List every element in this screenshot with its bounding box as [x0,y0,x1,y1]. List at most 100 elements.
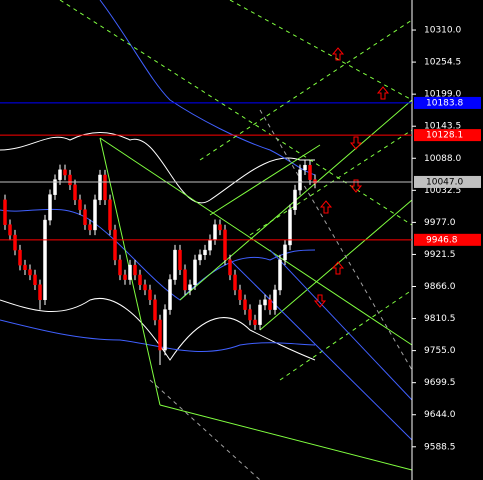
candle-body [113,229,117,261]
up-arrow [331,47,345,61]
channel-line [209,144,321,216]
up-arrow [376,86,390,100]
candle-body [278,259,282,291]
dashed-line [259,109,413,371]
candle-body [143,284,147,291]
y-tick-label: 9699.5 [424,378,456,388]
dashed-line [279,289,413,381]
candle-body [93,199,97,231]
moving-average-upper [99,0,316,176]
candle-body [28,269,32,276]
price-label-box [414,129,481,142]
candle-body [248,309,252,321]
down-arrow [349,136,363,150]
dashed-line [229,0,413,101]
signal-arrows [313,47,390,308]
candle-body [193,259,197,286]
dashed-line [149,379,261,480]
up-arrow [331,261,345,275]
candle-body [68,174,72,186]
candle-body [273,289,277,310]
candle-body [303,164,307,171]
candle-body [253,319,257,325]
candle-body [243,299,247,310]
moving-average-slow [0,319,316,352]
candle-body [263,299,267,306]
y-tick-label: 10199.0 [424,90,461,100]
candle-body [118,259,122,276]
candle-body [178,249,182,270]
candle-body [8,224,12,236]
candle-body [228,259,232,276]
candle-body [293,189,297,210]
band-lower [0,297,316,361]
moving-average [0,208,316,301]
y-tick-label: 10254.5 [424,58,461,68]
band-upper [0,132,315,204]
candle-body [283,244,287,261]
channel-line [229,259,413,441]
candle-body [53,179,57,195]
candle-body [288,209,292,246]
candle-body [198,254,202,261]
candle-body [88,224,92,231]
candle-body [258,304,262,325]
candle-body [213,224,217,240]
candle-body [153,299,157,321]
y-tick-label: 9644.0 [424,410,456,420]
y-tick-label: 9588.5 [424,442,456,452]
down-arrow [349,179,363,193]
dashed-line [199,19,413,161]
y-tick-label: 10143.5 [424,122,461,132]
candle-body [103,174,107,201]
candle-body [83,209,87,225]
y-tick-label: 9977.0 [424,218,456,228]
candle-body [233,274,237,291]
candle-body [33,274,37,286]
y-tick-label: 10088.0 [424,154,461,164]
price-label-box [414,175,481,188]
candle-body [38,284,42,301]
y-tick-label: 10310.0 [424,26,461,36]
candle-body [173,249,177,280]
down-arrow [313,294,327,308]
candle-body [188,284,192,291]
candle-body [268,299,272,310]
price-label-box [414,233,481,246]
price-label: 10128.1 [426,131,463,141]
candle-body [313,179,317,184]
pitchfork-line [159,404,413,471]
candle-body [298,169,302,191]
candle-body [78,199,82,210]
candle-body [223,229,227,261]
candle-body [138,274,142,286]
candle-body [3,199,7,225]
candle-body [128,264,132,280]
price-label: 10183.8 [426,98,463,108]
candle-body [218,224,222,231]
dashed-line [249,129,413,236]
candle-body [63,169,67,176]
candle-body [133,264,137,276]
y-tick-label: 9921.5 [424,250,456,260]
candle-body [58,169,62,180]
y-tick-label: 10032.5 [424,186,461,196]
candle-body [43,219,47,301]
candle-body [148,289,152,301]
candle-body [168,279,172,310]
price-label: 9946.8 [426,235,458,245]
candle-body [183,269,187,291]
y-tick-label: 9866.0 [424,282,456,292]
candle-body [13,234,17,251]
candle-body [108,199,112,231]
candle-body [73,184,77,201]
candle-body [208,239,212,251]
candle-body [158,319,162,351]
up-arrow [319,200,333,214]
candle-body [203,249,207,255]
candle-body [123,274,127,280]
candle-body [238,289,242,301]
pitchfork-line [99,137,413,346]
